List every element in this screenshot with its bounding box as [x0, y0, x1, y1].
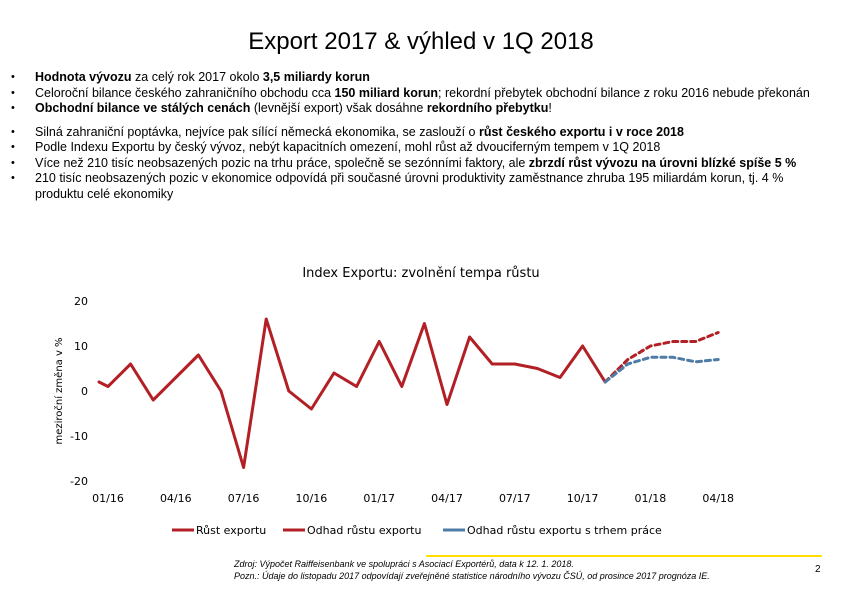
- series-line-2: [603, 355, 720, 384]
- x-tick-label: 01/17: [363, 492, 395, 505]
- bullet-text: 150 miliard korun: [334, 85, 439, 100]
- chart-title: Index Exportu: zvolnění tempa růstu: [302, 266, 540, 281]
- series-line-0: [97, 317, 607, 469]
- bullet-item: Podle Indexu Exportu by český vývoz, neb…: [11, 140, 826, 156]
- slide-title: Export 2017 & výhled v 1Q 2018: [248, 28, 594, 55]
- bullet-text: Podle Indexu Exportu by český vývoz, neb…: [35, 140, 661, 154]
- x-tick-label: 04/17: [431, 492, 463, 505]
- bullet-text: Hodnota vývozu: [35, 70, 132, 84]
- y-tick-label: 0: [81, 385, 88, 398]
- bullet-text: rekordního přebytku: [426, 101, 549, 115]
- page-number: 2: [815, 564, 821, 575]
- bullet-text: ; rekordní přebytek obchodní bilance z r…: [438, 85, 810, 100]
- bullet-text: za celý rok 2017 okolo: [131, 70, 263, 84]
- y-tick-label: 20: [74, 295, 88, 308]
- bullet-item: 210 tisíc neobsazených pozic v ekonomice…: [11, 171, 826, 202]
- y-axis-label: meziroční změna v %: [53, 337, 65, 444]
- bullet-text: Více než 210 tisíc neobsazených pozic na…: [35, 155, 529, 170]
- bullet-item: Obchodní bilance ve stálých cenách (levn…: [11, 101, 826, 117]
- bullet-text: 210 tisíc neobsazených pozic v ekonomice…: [35, 171, 784, 201]
- bullet-item: Celoroční bilance českého zahraničního o…: [11, 86, 826, 102]
- x-tick-label: 07/17: [499, 492, 531, 505]
- footer-source: Zdroj: Výpočet Raiffeisenbank ve spolupr…: [234, 559, 574, 569]
- series-line-1: [603, 331, 720, 384]
- y-tick-label: -20: [70, 475, 88, 488]
- legend-label: Odhad růstu exportu: [307, 524, 421, 537]
- x-tick-label: 10/16: [296, 492, 328, 505]
- bullet-list: Hodnota vývozu za celý rok 2017 okolo 3,…: [11, 70, 826, 202]
- x-tick-label: 01/18: [635, 492, 667, 505]
- legend-label: Růst exportu: [196, 524, 266, 537]
- x-tick-label: 07/16: [228, 492, 260, 505]
- footer-divider: [426, 555, 822, 557]
- x-tick-label: 10/17: [567, 492, 599, 505]
- bullet-item: Hodnota vývozu za celý rok 2017 okolo 3,…: [11, 70, 826, 86]
- bullet-text: 3,5 miliardy korun: [262, 70, 370, 84]
- bullet-text: !: [548, 101, 552, 115]
- footer: Zdroj: Výpočet Raiffeisenbank ve spolupr…: [234, 558, 710, 582]
- bullet-item: Silná zahraniční poptávka, nejvíce pak s…: [11, 125, 826, 141]
- bullet-text: (levnější export) však dosáhne: [250, 101, 427, 115]
- y-tick-label: -10: [70, 430, 88, 443]
- y-tick-label: 10: [74, 340, 88, 353]
- x-tick-label: 04/18: [702, 492, 734, 505]
- x-tick-label: 04/16: [160, 492, 192, 505]
- bullet-text: Silná zahraniční poptávka, nejvíce pak s…: [35, 124, 479, 139]
- footer-note: Pozn.: Údaje do listopadu 2017 odpovídaj…: [234, 571, 710, 581]
- bullet-text: Obchodní bilance ve stálých cenách: [35, 101, 251, 115]
- bullet-item: Více než 210 tisíc neobsazených pozic na…: [11, 156, 826, 172]
- x-tick-label: 01/16: [92, 492, 124, 505]
- bullet-text: zbrzdí růst vývozu na úrovni blízké spíš…: [528, 155, 797, 170]
- bullet-text: Celoroční bilance českého zahraničního o…: [35, 85, 335, 100]
- bullet-text: růst českého exportu i v roce 2018: [478, 124, 684, 139]
- legend-label: Odhad růstu exportu s trhem práce: [467, 524, 662, 537]
